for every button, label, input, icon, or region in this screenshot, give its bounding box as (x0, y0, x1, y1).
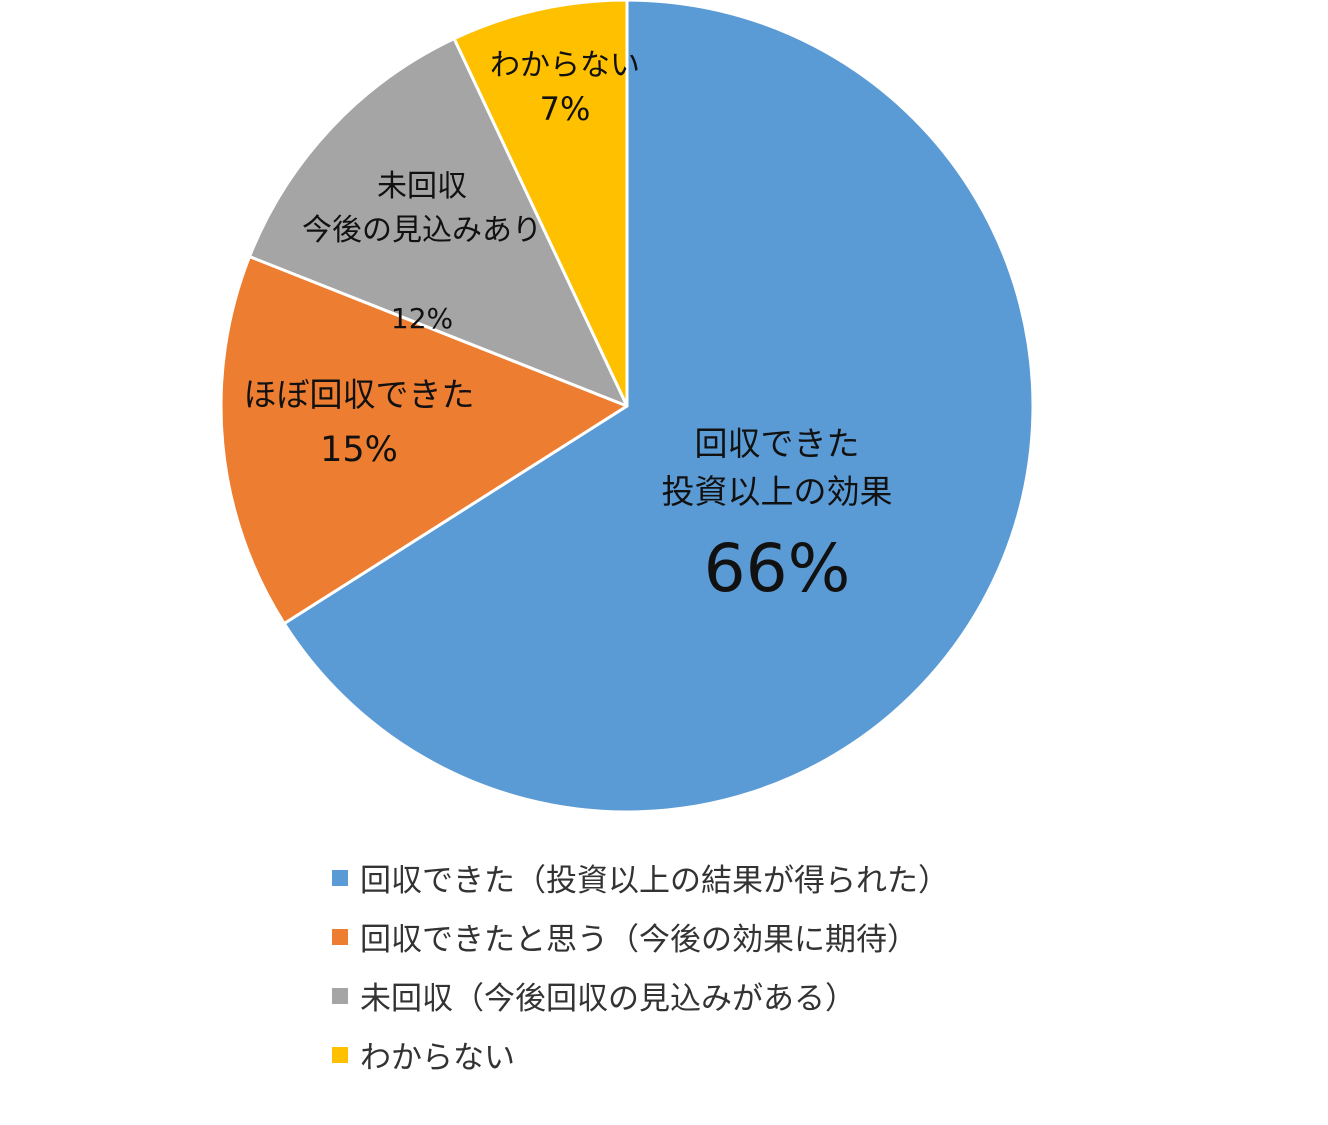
slice-label-2: ほぼ回収できた (244, 375, 475, 414)
legend-swatch (332, 869, 348, 886)
slice-label-line: 投資以上の効果 (662, 472, 893, 511)
legend-item-1: 回収できた（投資以上の結果が得られた） (332, 848, 1232, 907)
pie-slices (219, 0, 1035, 814)
legend-swatch (332, 1046, 348, 1063)
slice-label-4: わからない (490, 48, 640, 83)
slice-value-label-3: 12% (391, 302, 453, 335)
legend-item-4: わからない (332, 1025, 1232, 1084)
legend-label: 未回収（今後回収の見込みがある） (360, 981, 856, 1017)
legend: 回収できた（投資以上の結果が得られた） 回収できたと思う（今後の効果に期待） 未回収… (332, 848, 1232, 1084)
legend-label: 回収できた（投資以上の結果が得られた） (360, 863, 949, 899)
slice-label-line: 未回収 (377, 169, 467, 204)
slice-value-label-4: 7% (540, 90, 591, 128)
legend-item-3: 未回収（今後回収の見込みがある） (332, 966, 1232, 1025)
legend-label: 回収できたと思う（今後の効果に期待） (360, 922, 918, 958)
pie-slice-2 (219, 255, 629, 626)
slice-value-label-2: 15% (320, 430, 398, 470)
slice-label-line: 回収できた (695, 424, 860, 463)
legend-item-2: 回収できたと思う（今後の効果に期待） (332, 907, 1232, 966)
slice-label-1: 回収できた投資以上の効果 (662, 424, 893, 511)
legend-swatch (332, 928, 348, 945)
pie-slice-1 (282, 0, 1035, 814)
pie-slice-3 (248, 37, 629, 408)
slice-label-3: 未回収今後の見込みあり (302, 169, 542, 248)
slice-label-line: わからない (490, 48, 640, 83)
legend-label: わからない (360, 1040, 515, 1076)
legend-swatch (332, 987, 348, 1004)
slice-label-line: ほぼ回収できた (244, 375, 475, 414)
slice-value-label-1: 66% (704, 530, 851, 607)
slice-label-line: 今後の見込みあり (302, 213, 542, 248)
slice-labels: 回収できた投資以上の効果 66% ほぼ回収できた 15% 未回収今後の見込みあり 12% わ… (244, 48, 893, 607)
pie-slice-4 (452, 0, 629, 408)
